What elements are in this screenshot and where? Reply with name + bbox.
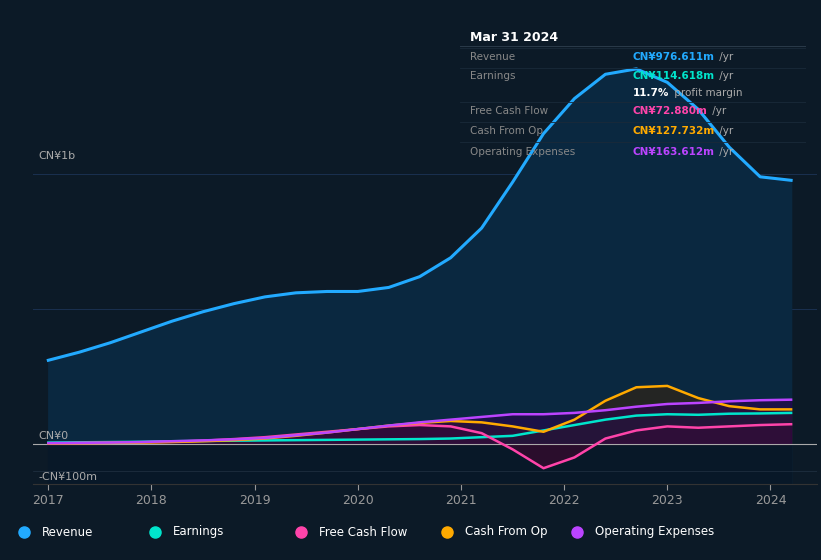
Text: Free Cash Flow: Free Cash Flow [319, 525, 407, 539]
Text: Earnings: Earnings [172, 525, 224, 539]
Text: CN¥114.618m: CN¥114.618m [633, 71, 715, 81]
Text: Mar 31 2024: Mar 31 2024 [470, 31, 558, 44]
Text: CN¥127.732m: CN¥127.732m [633, 127, 715, 136]
Text: /yr: /yr [717, 71, 734, 81]
Text: Cash From Op: Cash From Op [465, 525, 548, 539]
Text: CN¥72.880m: CN¥72.880m [633, 106, 708, 116]
Text: profit margin: profit margin [671, 87, 742, 97]
Text: Cash From Op: Cash From Op [470, 127, 544, 136]
Text: Revenue: Revenue [470, 52, 516, 62]
Text: /yr: /yr [717, 147, 734, 157]
Text: Operating Expenses: Operating Expenses [595, 525, 714, 539]
Text: Free Cash Flow: Free Cash Flow [470, 106, 548, 116]
Text: Earnings: Earnings [470, 71, 516, 81]
Text: -CN¥100m: -CN¥100m [38, 472, 97, 482]
Text: 11.7%: 11.7% [633, 87, 669, 97]
Text: /yr: /yr [709, 106, 726, 116]
Text: Revenue: Revenue [43, 525, 94, 539]
Text: Operating Expenses: Operating Expenses [470, 147, 576, 157]
Text: CN¥976.611m: CN¥976.611m [633, 52, 715, 62]
Text: /yr: /yr [717, 52, 734, 62]
Text: CN¥163.612m: CN¥163.612m [633, 147, 715, 157]
Text: CN¥0: CN¥0 [38, 431, 68, 441]
Text: /yr: /yr [717, 127, 734, 136]
Text: CN¥1b: CN¥1b [38, 151, 76, 161]
